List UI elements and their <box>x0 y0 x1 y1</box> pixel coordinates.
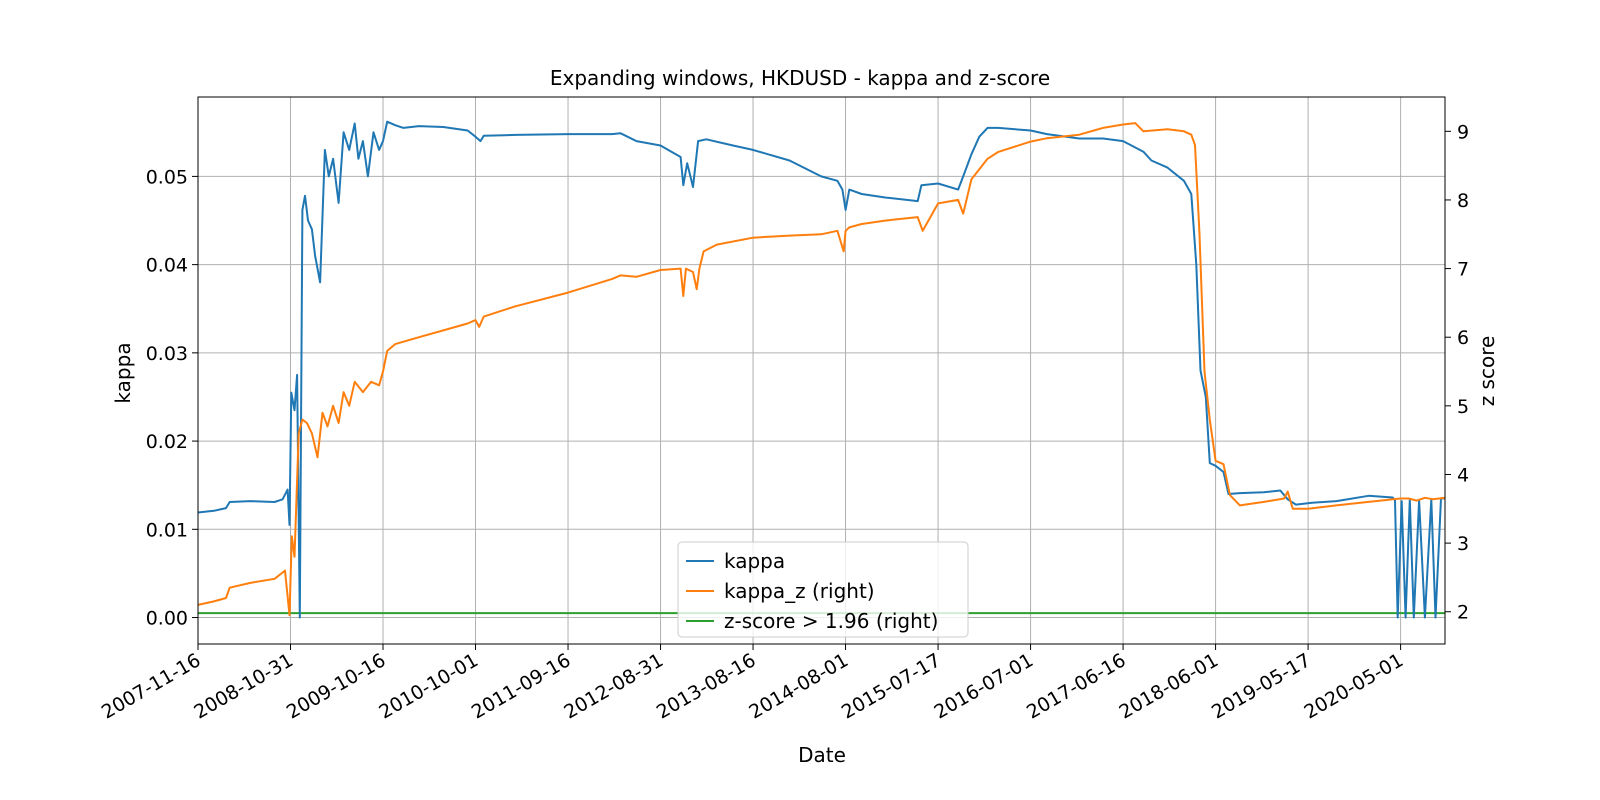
y-axis-right: 2 3 4 5 6 7 8 9 <box>1445 121 1469 624</box>
legend-label-kappa-z: kappa_z (right) <box>724 579 875 603</box>
plot-frame <box>197 96 1446 645</box>
x-tick-label: 2010-10-01 <box>375 649 482 723</box>
y2-tick-label: 3 <box>1457 533 1469 555</box>
legend-box <box>677 541 969 638</box>
x-tick-label: 2015-07-17 <box>838 649 945 723</box>
y2-tick-label: 2 <box>1457 602 1469 624</box>
x-tick-label: 2012-08-31 <box>560 649 667 723</box>
y2-tick-label: 6 <box>1457 327 1469 349</box>
y-axis-left: 0.00 0.01 0.02 0.03 0.04 0.05 <box>146 166 198 630</box>
x-tick-label: 2009-10-16 <box>283 649 390 723</box>
x-tick-label: 2020-05-01 <box>1300 649 1407 723</box>
y-axis-label: kappa <box>111 342 135 403</box>
legend: kappa kappa_z (right) z-score > 1.96 (ri… <box>677 541 969 638</box>
y2-tick-label: 8 <box>1457 190 1469 212</box>
x-tick-label: 2013-08-16 <box>653 649 760 723</box>
y-tick-label: 0.01 <box>146 519 188 541</box>
x-tick-label: 2017-06-16 <box>1023 649 1130 723</box>
y2-tick-label: 7 <box>1457 259 1469 281</box>
legend-label-threshold: z-score > 1.96 (right) <box>724 609 938 633</box>
x-tick-label: 2018-06-01 <box>1115 649 1222 723</box>
y-tick-label: 0.00 <box>146 608 188 630</box>
x-tick-label: 2007-11-16 <box>98 649 205 723</box>
legend-label-kappa: kappa <box>724 549 785 573</box>
y-tick-label: 0.05 <box>146 166 188 188</box>
series-line-kappa <box>197 120 1445 619</box>
y2-tick-label: 4 <box>1457 464 1469 486</box>
x-tick-label: 2019-05-17 <box>1208 649 1315 723</box>
x-tick-label: 2016-07-01 <box>930 649 1037 723</box>
chart-title: Expanding windows, HKDUSD - kappa and z-… <box>550 66 1050 90</box>
x-tick-label: 2011-09-16 <box>468 649 575 723</box>
y2-tick-label: 9 <box>1457 121 1469 143</box>
y-tick-label: 0.02 <box>146 431 188 453</box>
y-tick-label: 0.03 <box>146 343 188 365</box>
y-tick-label: 0.04 <box>146 255 188 277</box>
x-tick-label: 2008-10-31 <box>190 649 297 723</box>
y2-axis-label: z score <box>1475 336 1499 407</box>
series-line-kappa-z <box>197 122 1446 617</box>
x-tick-label: 2014-08-01 <box>745 649 852 723</box>
x-axis-label: Date <box>798 743 846 767</box>
y2-tick-label: 5 <box>1457 396 1469 418</box>
x-axis: 2007-11-162008-10-312009-10-162010-10-01… <box>98 644 1407 724</box>
